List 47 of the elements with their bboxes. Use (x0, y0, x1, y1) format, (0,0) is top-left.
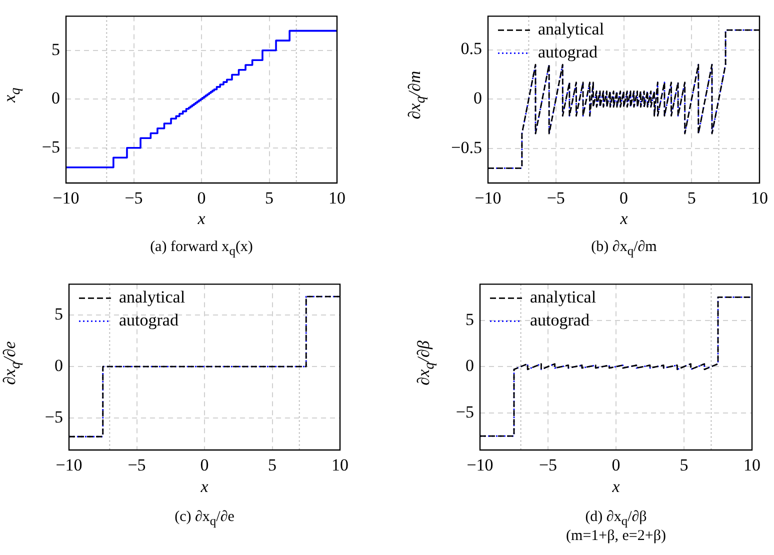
y-tick-label: −5 (456, 402, 474, 422)
x-tick-label: 5 (265, 188, 274, 208)
x-tick-label: −10 (56, 456, 82, 475)
x-tick-label: −5 (538, 456, 558, 475)
legend-label: analytical (538, 20, 604, 39)
x-axis-title: x (198, 209, 206, 228)
y-tick-label: 0 (466, 356, 474, 376)
text: (c) ∂x$_{q}$/∂e (174, 509, 234, 528)
x-tick-label: 10 (332, 456, 348, 475)
legend-label: autograd (538, 42, 598, 62)
x-tick-label: 5 (268, 456, 276, 475)
x-tick-label: −10 (52, 188, 80, 208)
legend-label: analytical (119, 288, 186, 307)
x-tick-label: −5 (128, 456, 146, 475)
text: (d) ∂x$_{q}$/∂β (585, 509, 647, 528)
legend-label: autograd (119, 310, 179, 330)
x-tick-label: 10 (328, 188, 346, 208)
y-tick-label: −5 (42, 137, 60, 156)
x-tick-label: −5 (546, 188, 565, 208)
y-tick-label: 5 (54, 304, 63, 324)
x-tick-label: 10 (751, 188, 768, 208)
y-tick-label: 5 (466, 310, 474, 329)
x-axis-title: x (620, 209, 628, 228)
x-tick-label: 5 (687, 188, 696, 208)
x-axis-title: x (612, 477, 620, 496)
y-tick-label: −5 (44, 408, 63, 427)
x-axis-title: x (200, 477, 208, 496)
text: (a) forward x$_{q}$(x) (150, 239, 253, 258)
x-tick-label: −10 (474, 188, 502, 208)
text: (b) ∂x$_{q}$/∂m (591, 239, 657, 258)
x-tick-label: −10 (466, 456, 494, 475)
legend-label: autograd (530, 310, 590, 330)
y-tick-label: 0.5 (460, 39, 482, 58)
y-tick-label: 0 (474, 88, 482, 108)
legend-label: analytical (530, 288, 596, 307)
x-tick-label: −5 (124, 188, 143, 208)
x-tick-label: 10 (744, 456, 760, 475)
y-tick-label: −0.5 (451, 138, 482, 157)
x-tick-label: 0 (200, 456, 209, 475)
y-tick-label: 5 (52, 40, 60, 59)
text: (m=1+β, e=2+β) (566, 528, 666, 544)
y-tick-label: 0 (52, 88, 60, 108)
x-tick-label: 0 (612, 456, 620, 475)
y-tick-label: 0 (54, 356, 63, 376)
x-tick-label: 0 (620, 188, 628, 208)
x-tick-label: 5 (680, 456, 688, 475)
x-tick-label: 0 (197, 188, 206, 208)
